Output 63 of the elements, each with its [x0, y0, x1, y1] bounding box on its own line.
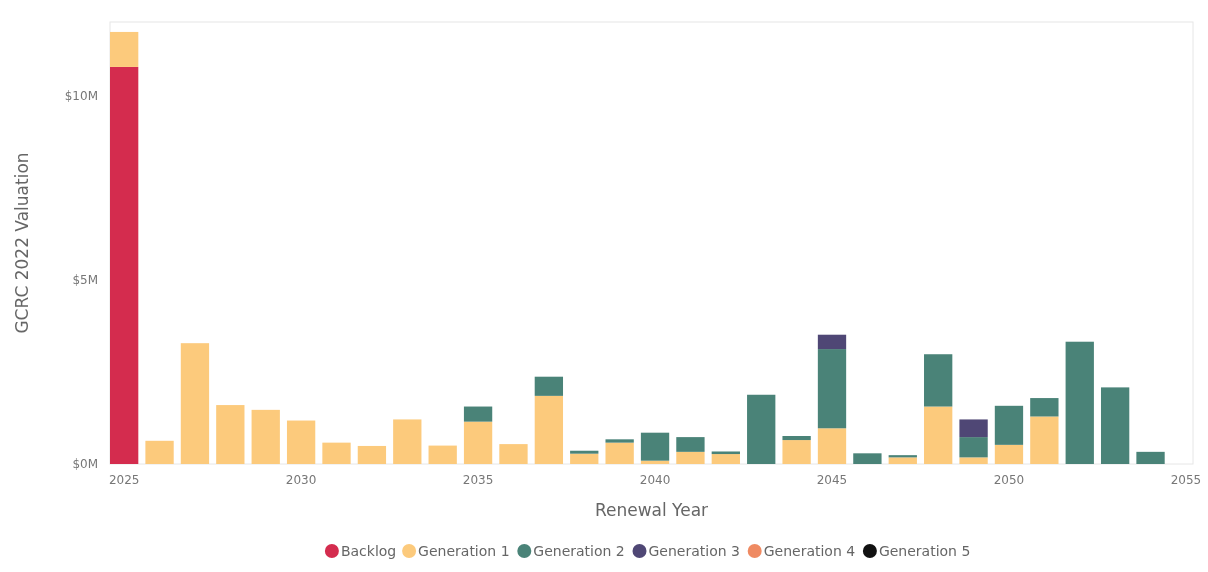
bar [1100, 387, 1130, 464]
y-tick-label: $5M [72, 273, 98, 288]
x-tick-label: 2050 [993, 473, 1025, 487]
x-tick-label: 2055 [1170, 473, 1202, 487]
y-tick-label: $0M [72, 457, 98, 472]
bar [216, 405, 245, 464]
bar [994, 405, 1024, 445]
bar [959, 457, 988, 464]
bar [1030, 416, 1059, 464]
bar [994, 444, 1024, 464]
bar [959, 437, 988, 458]
bar [924, 406, 953, 464]
x-tick-label: 2025 [108, 473, 140, 487]
bar [110, 31, 139, 67]
bar [640, 432, 670, 461]
bar [145, 440, 174, 464]
bar [853, 453, 882, 464]
bar [782, 436, 811, 441]
y-axis-title: GCRC 2022 Valuation [12, 152, 32, 334]
bar [1065, 341, 1094, 464]
bar [1136, 451, 1165, 464]
bar [888, 457, 917, 464]
bar [463, 421, 493, 464]
bar [605, 442, 634, 464]
bar [180, 343, 210, 464]
bar [534, 395, 564, 464]
legend-label: Generation 5 [878, 542, 971, 559]
x-tick-label: 2045 [816, 473, 848, 487]
bar [676, 437, 705, 452]
y-tick-label: $10M [64, 88, 98, 103]
bar [711, 451, 740, 455]
legend-label: Generation 2 [533, 542, 625, 559]
bar [570, 450, 599, 454]
x-tick-label: 2030 [285, 473, 317, 487]
bar [959, 419, 988, 438]
bar [534, 376, 564, 396]
bar [110, 66, 139, 464]
bar [393, 419, 422, 464]
bar [711, 454, 740, 464]
bar [499, 444, 528, 464]
x-tick-label: 2040 [639, 473, 671, 487]
bar [357, 445, 387, 464]
legend-label: Generation 4 [763, 542, 856, 559]
bar [676, 451, 705, 464]
legend-label: Generation 1 [418, 542, 510, 559]
bar [570, 453, 599, 464]
bar [817, 428, 847, 464]
bar [817, 334, 847, 350]
bar [463, 406, 493, 422]
bar [605, 439, 634, 443]
legend-label: Generation 3 [648, 542, 740, 559]
bar [1030, 398, 1059, 417]
legend-label: Backlog [340, 542, 397, 559]
x-axis-title: Renewal Year [594, 500, 709, 520]
bar [747, 394, 776, 464]
bar [924, 354, 953, 407]
x-tick-label: 2035 [462, 473, 494, 487]
bar [251, 409, 280, 464]
bar [322, 442, 351, 464]
bar [817, 349, 847, 429]
bar [286, 420, 316, 464]
bar [428, 445, 457, 464]
bar [782, 440, 811, 464]
